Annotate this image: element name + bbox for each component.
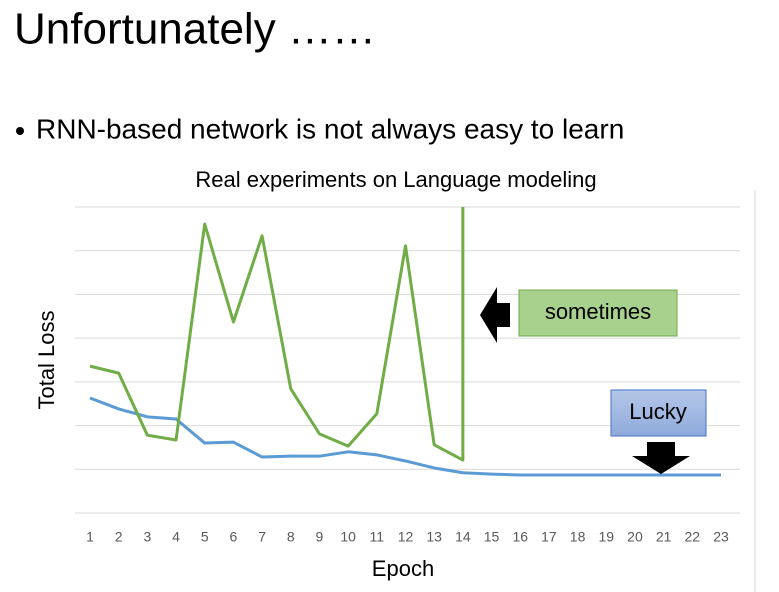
x-axis-label: Epoch	[372, 556, 434, 581]
x-tick-label: 1	[86, 529, 94, 545]
slide-title: Unfortunately ……	[14, 5, 376, 54]
x-tick-label: 23	[713, 529, 729, 545]
x-tick-label: 9	[316, 529, 324, 545]
x-tick-label: 22	[685, 529, 701, 545]
x-tick-label: 8	[287, 529, 295, 545]
x-tick-label: 13	[426, 529, 442, 545]
chart-title: Real experiments on Language modeling	[195, 167, 596, 192]
x-tick-label: 7	[258, 529, 266, 545]
annotation: sometimes	[545, 299, 651, 324]
sometimes-box	[518, 289, 678, 337]
x-tick-label: 19	[598, 529, 614, 545]
x-tick-label: 5	[201, 529, 209, 545]
x-tick-label: 14	[455, 529, 471, 545]
x-tick-label: 18	[570, 529, 586, 545]
bullet-text: RNN-based network is not always easy to …	[36, 113, 624, 144]
x-tick-label: 11	[370, 529, 385, 545]
annotation: Lucky	[629, 399, 686, 424]
arrow-left	[480, 287, 510, 343]
arrow-down	[632, 442, 690, 474]
series-line	[89, 396, 721, 477]
bullet-dot	[16, 127, 24, 135]
x-tick-label: 16	[512, 529, 528, 545]
x-tick-label: 12	[398, 529, 414, 545]
x-tick-label: 15	[484, 529, 500, 545]
x-tick-label: 21	[656, 529, 672, 545]
x-tick-label: 3	[143, 529, 151, 545]
x-tick-label: 4	[172, 529, 180, 545]
x-tick-label: 10	[340, 529, 356, 545]
y-axis-label: Total Loss	[34, 310, 59, 409]
x-tick-label: 6	[230, 529, 238, 545]
lucky-box	[610, 389, 707, 437]
x-tick-label: 20	[627, 529, 643, 545]
x-tick-label: 2	[115, 529, 123, 545]
series-line	[89, 207, 465, 462]
x-tick-label: 17	[541, 529, 557, 545]
